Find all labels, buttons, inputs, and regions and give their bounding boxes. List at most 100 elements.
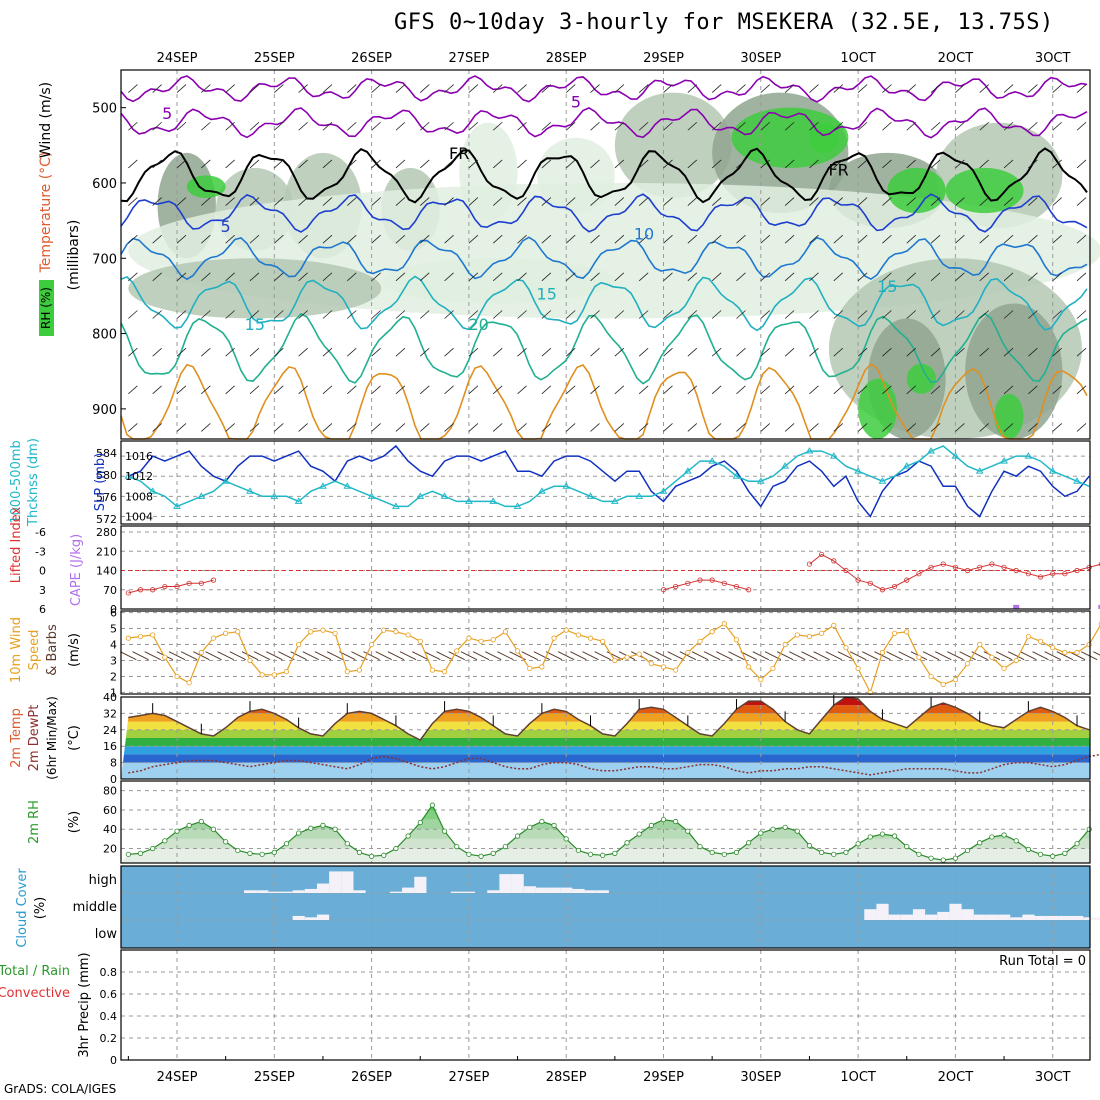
wind-barb <box>784 272 795 282</box>
thickness-marker <box>367 492 376 499</box>
rh-point <box>247 850 253 856</box>
wind-barb <box>201 423 211 432</box>
wind-barb <box>1093 651 1100 656</box>
wind-barb <box>152 84 162 93</box>
wind-speed-point <box>1025 633 1031 640</box>
wind-barb <box>784 197 795 206</box>
wind-barb <box>347 310 357 319</box>
rh-point <box>989 834 995 840</box>
wind-barb <box>906 234 917 244</box>
cloud-bar-high <box>462 891 476 893</box>
run-total-label: Run Total = 0 <box>999 954 1086 969</box>
lifted-index-point <box>733 583 740 590</box>
wind-barb <box>570 651 587 661</box>
cloud-bar-middle <box>1071 915 1084 920</box>
slp-tick-label: 1008 <box>125 490 153 503</box>
wind-barb <box>760 347 771 357</box>
wind-barb <box>225 234 235 244</box>
wind-barb <box>711 234 722 244</box>
wind-barb <box>395 423 406 432</box>
wind-barb <box>395 84 406 93</box>
time-label-top: 1OCT <box>840 51 876 66</box>
wind-barb <box>298 310 308 319</box>
wind-speed-point <box>356 667 363 673</box>
wind-speed-point <box>417 638 423 644</box>
wind-barb <box>711 197 722 206</box>
wind-barb <box>955 310 965 319</box>
rh-point <box>1001 832 1007 838</box>
rh-point <box>198 818 204 825</box>
rh-point <box>381 852 387 858</box>
wind-barb <box>955 234 965 244</box>
wind-barb <box>347 121 357 131</box>
wind-barb <box>930 121 941 131</box>
wind-barb <box>857 84 868 93</box>
wind-barb <box>1028 347 1038 357</box>
wind-barb <box>837 651 855 661</box>
wind-barb <box>614 347 625 357</box>
rh-shading <box>994 393 1024 440</box>
wind-speed-point <box>296 641 302 648</box>
lifted-index-point <box>806 561 813 567</box>
wind-barb <box>590 423 600 432</box>
wind-speed-point <box>855 665 861 672</box>
wind-barb <box>314 651 332 661</box>
cloud-bar-high <box>353 890 366 893</box>
wind-barb <box>687 423 698 432</box>
cape-bar <box>1098 604 1100 609</box>
wind-barb <box>886 651 903 661</box>
wind-barb <box>663 84 673 93</box>
wind-barb <box>152 197 162 206</box>
wind-barb <box>882 159 892 169</box>
temperature-contour <box>120 147 1088 204</box>
wind-barb <box>736 385 746 395</box>
wind-barb <box>809 423 819 432</box>
wind-barb <box>784 385 795 395</box>
rh-point <box>356 849 363 855</box>
wind-barb <box>419 84 430 93</box>
wind-barb <box>1028 423 1038 432</box>
wind-speed-point <box>441 669 448 675</box>
wind-barb <box>882 347 892 357</box>
lifted-index-point <box>746 587 752 593</box>
wind-barb <box>1056 651 1074 661</box>
wind-barb <box>322 385 333 395</box>
wind-barb <box>809 310 819 319</box>
wind-barb <box>614 385 625 395</box>
wind-barb <box>201 121 211 131</box>
wind-barb <box>176 423 187 432</box>
wind-barb <box>492 234 503 244</box>
wind-barb <box>152 385 162 395</box>
cloud-bar-middle <box>973 914 986 920</box>
wind-barb <box>565 423 576 432</box>
slp-line <box>128 444 1090 518</box>
cape-tick-label: 70 <box>103 584 117 597</box>
wind-barb <box>517 347 527 357</box>
wind-barb <box>809 272 819 282</box>
wind-barb <box>347 423 357 432</box>
thickness-marker <box>756 477 765 484</box>
wind-barb <box>691 651 709 661</box>
thickness-marker <box>124 472 133 479</box>
wind-barb <box>249 423 260 432</box>
wind-barb <box>541 423 552 432</box>
wind-barb <box>1076 423 1087 432</box>
wind-barb <box>979 385 989 395</box>
wind-barb <box>298 159 308 169</box>
wind-barb <box>168 651 186 661</box>
lifted-index-point <box>673 583 679 590</box>
wind-barb <box>930 84 941 93</box>
wind-barb <box>728 651 745 661</box>
precip-tick-label: 0 <box>110 1054 117 1067</box>
lifted-index-line <box>663 579 749 591</box>
wind-barb <box>663 423 673 432</box>
wind-barb <box>930 310 941 319</box>
rh-point <box>928 855 934 861</box>
thickness-marker <box>805 447 814 454</box>
wind-barb <box>249 310 260 319</box>
thickness-marker <box>951 452 960 459</box>
cloud-bar-middle <box>998 914 1011 920</box>
wind-barb <box>1003 272 1014 282</box>
wind-barb <box>882 234 892 244</box>
wind-barb <box>590 197 600 206</box>
